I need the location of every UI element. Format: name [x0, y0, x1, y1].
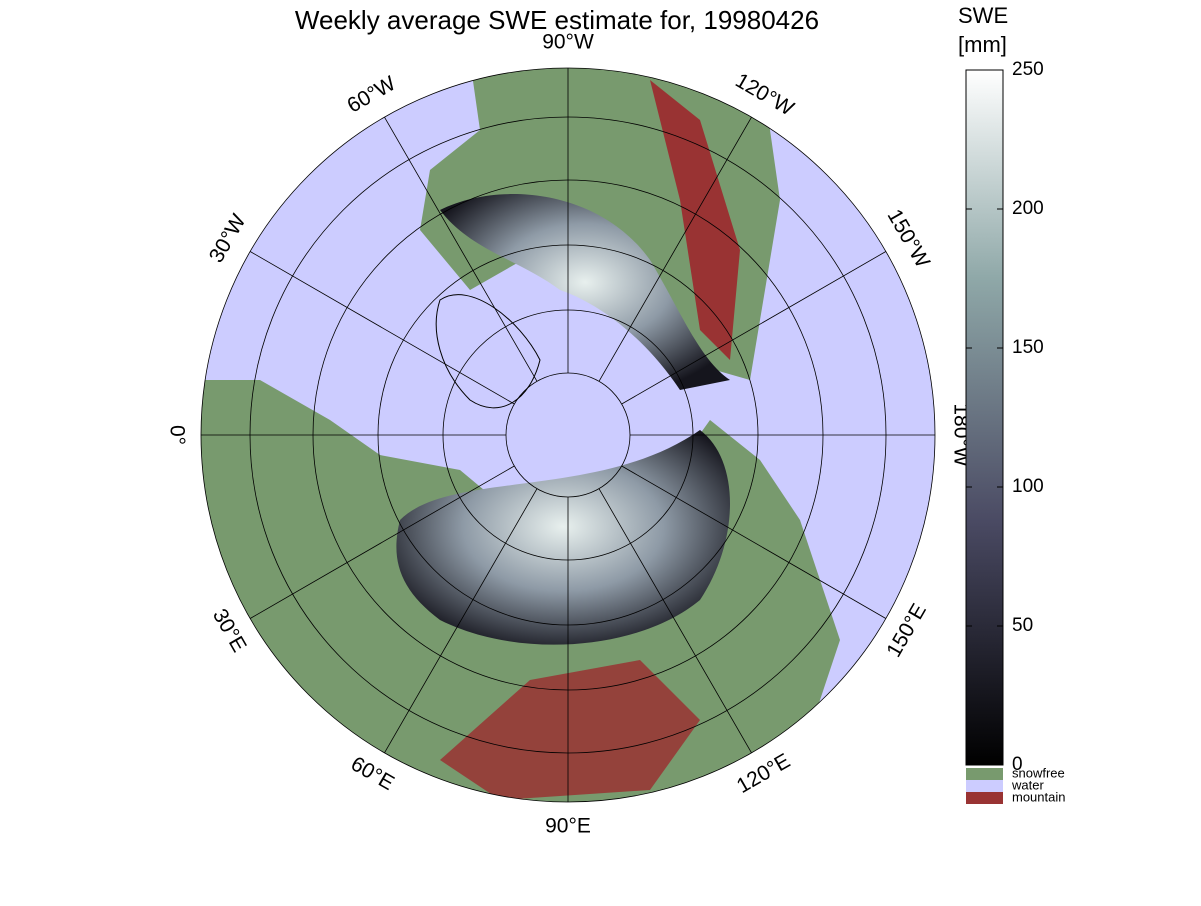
- colorbar-tick-label: 50: [1012, 615, 1033, 636]
- legend-swatch: [966, 768, 1003, 780]
- meridian-label: 60°E: [347, 752, 398, 795]
- meridian-label: 0°: [165, 425, 188, 445]
- colorbar-title: SWE: [958, 3, 1008, 28]
- colorbar-tick-label: 0: [1012, 754, 1023, 775]
- meridian-label: 30°E: [208, 605, 251, 656]
- mountain-rockies: [650, 80, 740, 360]
- colorbar: [965, 69, 1004, 766]
- snow-eurasia: [396, 430, 730, 645]
- graticule: [200, 67, 936, 803]
- meridian: [249, 251, 515, 405]
- legend-label: snowfree: [1012, 765, 1065, 780]
- meridian-label: 60°W: [343, 72, 399, 118]
- legend-swatch: [966, 780, 1003, 792]
- colorbar-tick-label: 200: [1012, 198, 1044, 219]
- meridian: [249, 465, 515, 619]
- snow-america: [440, 194, 730, 390]
- legend-label: water: [1011, 777, 1044, 792]
- meridian: [621, 251, 887, 405]
- meridian: [598, 488, 752, 754]
- meridian: [384, 488, 538, 754]
- meridian: [384, 116, 538, 382]
- legend-swatch: [966, 792, 1003, 804]
- mountain-asia: [440, 660, 700, 800]
- colorbar-unit: [mm]: [958, 32, 1007, 57]
- meridian-label: 90°E: [545, 815, 591, 838]
- meridian: [621, 465, 887, 619]
- colorbar-tick-label: 100: [1012, 476, 1044, 497]
- meridian: [598, 116, 752, 382]
- colorbar-tick-label: 150: [1012, 337, 1044, 358]
- legend-label: mountain: [1012, 789, 1065, 804]
- meridian-label: 90°W: [542, 31, 594, 54]
- colorbar-tick-label: 250: [1012, 59, 1044, 80]
- title: Weekly average SWE estimate for, 1998042…: [295, 5, 819, 35]
- meridian-label: 30°W: [205, 210, 251, 266]
- colorbar-ticks: 0 50 100 150 200 250: [966, 59, 1044, 775]
